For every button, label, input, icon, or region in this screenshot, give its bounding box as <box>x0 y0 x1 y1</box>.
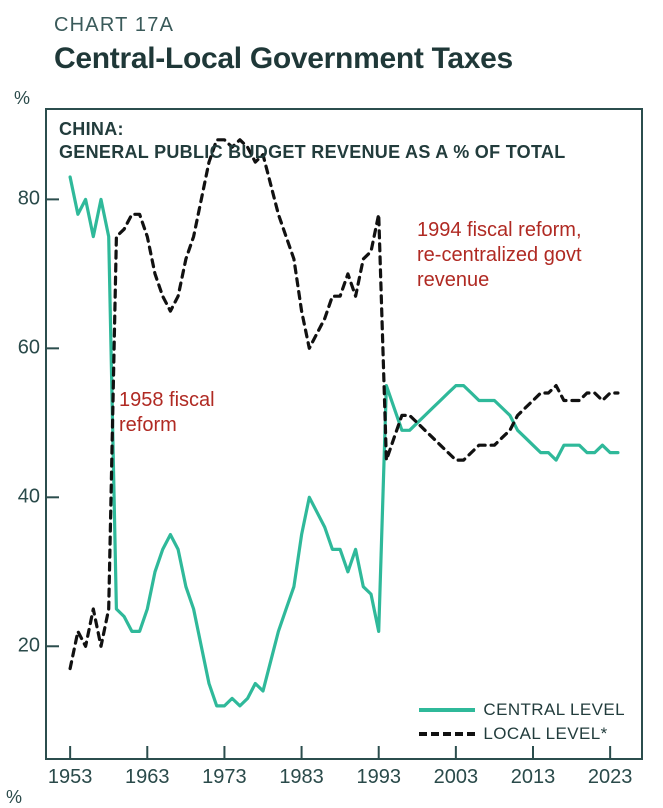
y-tick-label: 20 <box>6 635 40 658</box>
y-tick-label: 80 <box>6 188 40 211</box>
x-tick-label: 1963 <box>125 766 170 789</box>
legend: CENTRAL LEVEL LOCAL LEVEL* <box>419 696 625 744</box>
x-tick-label: 1973 <box>202 766 247 789</box>
legend-swatch-central <box>419 708 475 712</box>
annotation-1994-l1: 1994 fiscal reform, <box>417 219 582 241</box>
legend-label-central: CENTRAL LEVEL <box>483 700 625 720</box>
x-tick-label: 2003 <box>434 766 479 789</box>
x-tick-label: 1953 <box>48 766 93 789</box>
annotation-1958: 1958 fiscal reform <box>119 388 215 438</box>
y-axis-unit: % <box>14 88 30 109</box>
x-tick-label: 1983 <box>279 766 324 789</box>
x-tick-label: 1993 <box>356 766 401 789</box>
y-tick-label: 60 <box>6 337 40 360</box>
legend-row-local: LOCAL LEVEL* <box>419 724 625 744</box>
x-tick-labels: 1953 1963 1973 1983 1993 2003 2013 2023 <box>45 764 643 794</box>
annotation-1958-l2: reform <box>119 414 177 436</box>
legend-label-local: LOCAL LEVEL* <box>483 724 607 744</box>
annotation-1994: 1994 fiscal reform, re-centralized govt … <box>417 218 582 293</box>
x-tick-label: 2013 <box>511 766 556 789</box>
plot-area: CHINA: GENERAL PUBLIC BUDGET REVENUE AS … <box>45 108 643 760</box>
chart-page: CHART 17A Central-Local Government Taxes… <box>0 0 663 808</box>
annotation-1958-l1: 1958 fiscal <box>119 389 215 411</box>
subtitle-line2: GENERAL PUBLIC BUDGET REVENUE AS A % OF … <box>59 142 566 162</box>
chart-subtitle: CHINA: GENERAL PUBLIC BUDGET REVENUE AS … <box>59 118 566 163</box>
y-tick-label: 40 <box>6 486 40 509</box>
annotation-1994-l3: revenue <box>417 269 489 291</box>
legend-swatch-local <box>419 732 475 736</box>
chart-title: Central-Local Government Taxes <box>54 42 513 76</box>
chart-number: CHART 17A <box>54 14 174 37</box>
legend-row-central: CENTRAL LEVEL <box>419 700 625 720</box>
bottom-percent-symbol: % <box>6 787 22 808</box>
annotation-1994-l2: re-centralized govt <box>417 244 582 266</box>
subtitle-line1: CHINA: <box>59 119 124 139</box>
x-tick-label: 2023 <box>588 766 633 789</box>
y-tick-labels: 20 40 60 80 <box>6 108 40 760</box>
